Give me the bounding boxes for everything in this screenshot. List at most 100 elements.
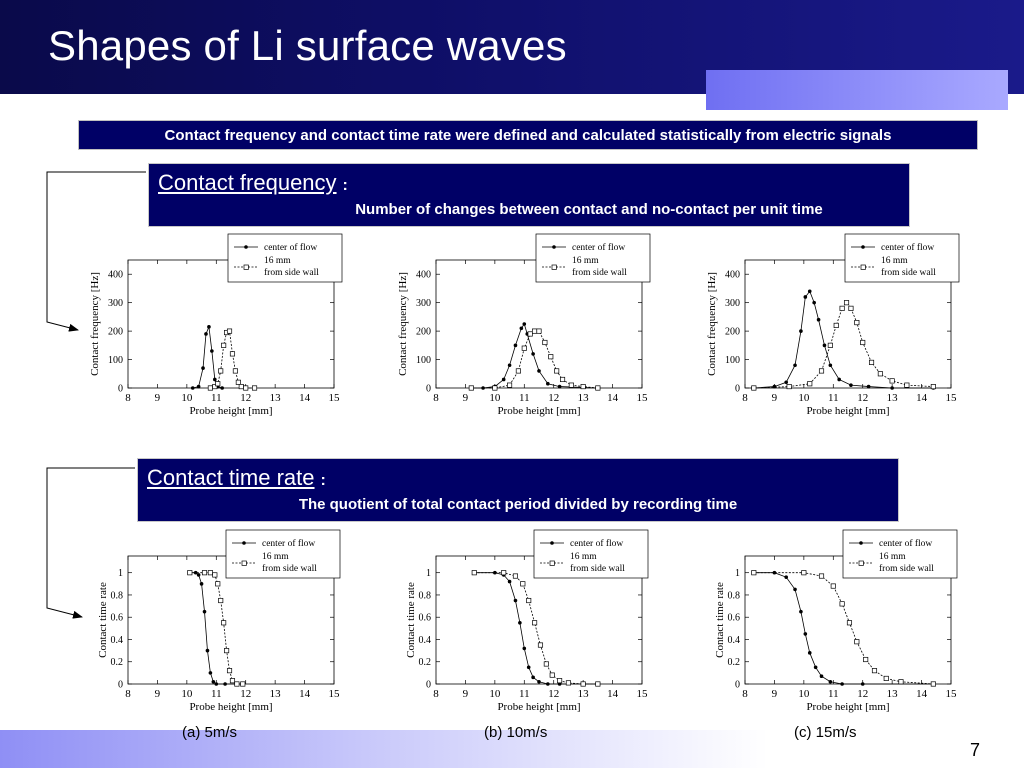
y-axis-label: Contact frequency [Hz] (89, 272, 101, 376)
y-tick-label: 0 (735, 680, 740, 691)
legend-marker-side (860, 264, 866, 270)
center-point (193, 570, 198, 575)
y-tick-label: 0.2 (419, 657, 432, 668)
center-point (493, 570, 497, 575)
x-tick-label: 8 (742, 392, 748, 404)
side-point (471, 570, 477, 576)
side-point (501, 570, 507, 576)
x-tick-label: 11 (828, 392, 839, 404)
timerate-chart-15: 8 9 10 11 12 13 14 15 0 0.2 0.4 0.6 0.8 1 Probe height… (714, 529, 958, 713)
x-tick-label: 10 (181, 688, 193, 700)
caption-5ms: (a) 5m/s (182, 724, 238, 741)
center-point (837, 377, 841, 382)
x-tick-label: 10 (181, 392, 193, 404)
side-point (843, 300, 850, 306)
center-point (828, 679, 833, 684)
frequency-chart-15: 8 9 10 11 12 13 14 15 0 100 200 300 400 Probe height … (706, 233, 960, 417)
side-point (229, 678, 236, 684)
legend-label-side-1: 16 mm (264, 256, 291, 266)
x-tick-label: 9 (772, 392, 778, 404)
center-point (799, 609, 803, 614)
x-tick-label: 14 (299, 392, 311, 404)
legend-label-center: center of flow (570, 538, 623, 549)
center-point (526, 665, 531, 670)
y-tick-label: 0 (735, 384, 740, 395)
side-point (839, 305, 845, 311)
footer-bar (0, 730, 1024, 768)
x-tick-label: 12 (857, 688, 868, 700)
x-tick-label: 11 (211, 688, 222, 700)
side-point (554, 368, 560, 374)
frequency-chart-5: 8 9 10 11 12 13 14 15 0 100 200 300 400 Probe height … (89, 233, 343, 417)
timerate-chart-10: 8 9 10 11 12 13 14 15 0 0.2 0.4 0.6 0.8 1 Probe height… (405, 529, 649, 713)
summary-banner: Contact frequency and contact time rate … (78, 120, 978, 150)
side-point (786, 384, 792, 390)
side-point (854, 639, 860, 645)
x-tick-label: 12 (548, 392, 559, 404)
side-point (201, 570, 208, 576)
y-tick-label: 1 (426, 568, 431, 579)
center-point (501, 377, 506, 382)
side-point (904, 382, 910, 388)
legend-label-side-2: from side wall (572, 267, 627, 278)
frequency-definition-box: Contact frequency: Number of changes bet… (148, 163, 910, 227)
side-point (871, 668, 878, 674)
side-point (243, 385, 249, 391)
x-tick-label: 8 (433, 688, 439, 700)
y-tick-label: 100 (108, 355, 123, 366)
legend-box (227, 233, 343, 283)
frequency-colon: : (342, 177, 348, 194)
legend-label-side-2: from side wall (879, 563, 934, 574)
legend-marker-center (242, 541, 246, 545)
center-point (822, 343, 827, 348)
center-point (816, 317, 821, 322)
legend-label-center: center of flow (572, 242, 625, 253)
legend-marker-side (551, 264, 557, 270)
x-tick-label: 12 (240, 392, 251, 404)
side-point (868, 359, 875, 365)
side-point (580, 384, 586, 390)
side-point (234, 681, 240, 687)
center-point (522, 646, 527, 651)
side-point (207, 385, 213, 391)
y-axis-label: Contact time rate (97, 582, 109, 658)
x-tick-label: 14 (299, 688, 311, 700)
side-point (877, 371, 883, 377)
side-point (226, 668, 233, 674)
series-side-line (753, 572, 934, 685)
side-point (751, 570, 757, 576)
legend-marker-side (549, 560, 555, 566)
legend-marker-center (859, 541, 863, 545)
x-tick-label: 11 (519, 392, 530, 404)
time-rate-description: The quotient of total contact period div… (298, 496, 738, 513)
side-point (527, 331, 533, 337)
center-point (513, 343, 518, 348)
y-tick-label: 300 (108, 298, 123, 309)
y-axis-label: Contact time rate (405, 582, 417, 658)
y-tick-label: 0.6 (728, 613, 741, 624)
x-tick-label: 15 (946, 392, 958, 404)
center-point (828, 363, 833, 368)
side-point (930, 681, 936, 687)
side-point (883, 675, 889, 681)
side-point (595, 681, 601, 687)
x-axis-label: Probe height [mm] (497, 405, 580, 417)
legend-label-side-1: 16 mm (881, 256, 908, 266)
time-rate-term: Contact time rate (147, 465, 315, 490)
side-point (226, 328, 233, 334)
x-axis-label: Probe height [mm] (189, 701, 272, 713)
y-axis-label: Contact frequency [Hz] (397, 272, 409, 376)
x-tick-label: 8 (125, 392, 131, 404)
legend-label-center: center of flow (262, 538, 315, 549)
side-point (818, 573, 825, 579)
center-point (803, 632, 808, 636)
y-tick-label: 0.2 (728, 657, 741, 668)
center-point (866, 384, 871, 389)
center-point (210, 349, 214, 353)
side-point (807, 381, 813, 387)
legend-box (225, 529, 341, 579)
side-point (549, 672, 555, 678)
legend-label-side-1: 16 mm (570, 552, 597, 562)
side-point (548, 354, 554, 360)
center-point (803, 295, 808, 299)
